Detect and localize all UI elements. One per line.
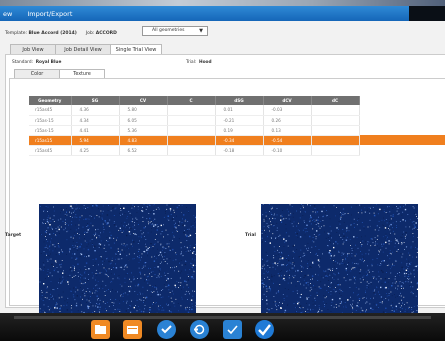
table-cell: 0.01 (215, 105, 264, 116)
table-cell (311, 145, 360, 156)
window-controls[interactable] (409, 6, 445, 21)
folder-icon[interactable] (91, 320, 110, 339)
single-trial-panel: Standard: Royal Blue Trial: Hood Color T… (5, 54, 445, 329)
table-cell: 6.52 (119, 145, 168, 156)
table-cell: r15as-15 (29, 125, 72, 136)
tab-single-trial-view[interactable]: Single Trial View (110, 44, 162, 55)
table-cell: 6.05 (119, 115, 168, 126)
main-content: Template: Blue Accord (2014) Job: ACCORD… (0, 21, 445, 329)
dock-shelf (14, 316, 431, 319)
table-cell (167, 135, 216, 146)
table-cell: -0.03 (263, 105, 312, 116)
report-icon[interactable] (190, 320, 209, 339)
table-cell: 4.25 (71, 145, 120, 156)
table-cell: 4.36 (71, 105, 120, 116)
table-header-row: Geometry SG CV C dSG dCV dC (29, 96, 445, 105)
table-row-spacer (359, 125, 445, 135)
table-header-spacer (359, 96, 445, 105)
table-cell: 5.36 (119, 125, 168, 136)
table-cell (311, 135, 360, 146)
column-header-dsg[interactable]: dSG (215, 96, 264, 105)
template-value: Blue Accord (2014) (28, 31, 77, 36)
table-cell: r15as45 (29, 145, 72, 156)
column-header-sg[interactable]: SG (71, 96, 120, 105)
dropdown-arrow-icon: ▼ (199, 28, 203, 34)
standard-info: Standard: Royal Blue (12, 60, 61, 65)
table-cell: 4.83 (119, 135, 168, 146)
table-cell: -0.34 (215, 135, 264, 146)
table-row[interactable]: r15as45 4.36 5.80 0.01 -0.03 (29, 105, 445, 116)
folder-open-icon[interactable] (123, 320, 142, 339)
table-row-spacer (359, 115, 445, 125)
geometry-select[interactable]: All geometries ▼ (142, 26, 208, 36)
column-header-c[interactable]: C (167, 96, 216, 105)
table-cell: 5.94 (71, 135, 120, 146)
table-cell: 4.34 (71, 115, 120, 126)
check-doc-icon[interactable] (157, 320, 176, 339)
template-label: Template: (5, 31, 28, 36)
column-header-geometry[interactable]: Geometry (29, 96, 72, 105)
trial-info: Trial: Hood (186, 60, 212, 65)
trial-image-label: Trial (245, 233, 256, 238)
table-cell (167, 105, 216, 116)
texture-table: Geometry SG CV C dSG dCV dC r15as45 4.36 5… (29, 96, 445, 156)
tab-texture[interactable]: Texture (59, 69, 105, 79)
table-cell: -0.18 (215, 145, 264, 156)
column-header-dc[interactable]: dC (311, 96, 360, 105)
geometry-select-value: All geometries (152, 28, 185, 33)
table-cell: 5.80 (119, 105, 168, 116)
table-cell (311, 105, 360, 116)
trial-label: Trial: (186, 60, 197, 65)
template-bar: Template: Blue Accord (2014) Job: ACCORD (5, 31, 117, 36)
table-row-spacer (359, 145, 445, 155)
table-cell (167, 125, 216, 136)
texture-panel: Geometry SG CV C dSG dCV dC r15as45 4.36 5… (9, 78, 445, 329)
sub-tabs: Color Texture (14, 69, 105, 79)
table-cell: 0.19 (215, 125, 264, 136)
standard-label: Standard: (12, 60, 33, 65)
table-cell: r15as15 (29, 135, 72, 146)
column-header-cv[interactable]: CV (119, 96, 168, 105)
trial-value: Hood (198, 60, 212, 65)
table-cell: r15as45 (29, 105, 72, 116)
table-row[interactable]: r15as-15 4.34 6.05 -0.21 0.26 (29, 115, 445, 126)
trial-texture-image (261, 204, 418, 329)
table-row[interactable]: r15as45 4.25 6.52 -0.18 -0.10 (29, 145, 445, 156)
table-cell: 4.41 (71, 125, 120, 136)
menu-item-view[interactable]: ew (3, 9, 13, 18)
table-cell: 0.13 (263, 125, 312, 136)
table-row-spacer (359, 105, 445, 115)
target-texture-image (39, 204, 196, 329)
menu-item-import-export[interactable]: Import/Export (27, 9, 73, 18)
standard-value: Royal Blue (35, 60, 62, 65)
table-cell: -0.54 (263, 135, 312, 146)
menu-bar: ew Import/Export (0, 6, 445, 21)
column-header-dcv[interactable]: dCV (263, 96, 312, 105)
table-cell (167, 145, 216, 156)
checkmark-icon[interactable] (255, 320, 274, 339)
table-row-spacer (359, 135, 445, 145)
table-cell (311, 125, 360, 136)
view-tabs: Job View Job Detail View Single Trial Vi… (10, 44, 162, 55)
window-title-strip (0, 0, 445, 6)
target-label: Target (5, 233, 22, 238)
table-row[interactable]: r15as-15 4.41 5.36 0.19 0.13 (29, 125, 445, 136)
table-cell: 0.26 (263, 115, 312, 126)
job-label: Job: (85, 31, 95, 36)
job-value: ACCORD (95, 31, 117, 36)
table-cell (167, 115, 216, 126)
table-cell: -0.21 (215, 115, 264, 126)
table-cell (311, 115, 360, 126)
table-cell: -0.10 (263, 145, 312, 156)
table-row[interactable]: r15as15 5.94 4.83 -0.34 -0.54 (29, 135, 445, 146)
table-cell: r15as-15 (29, 115, 72, 126)
check-shield-icon[interactable] (223, 320, 242, 339)
